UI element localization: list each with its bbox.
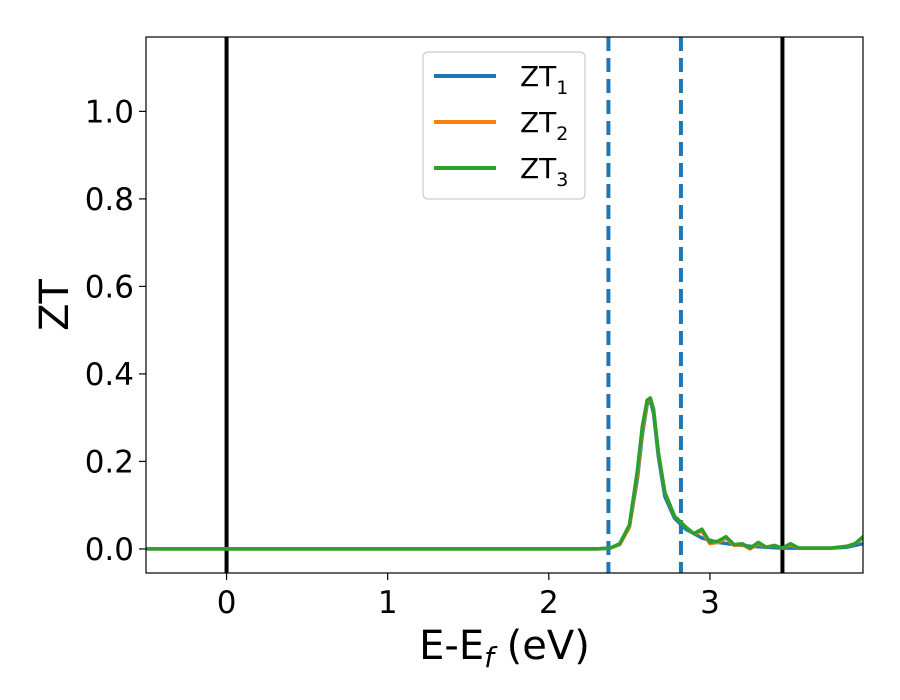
- y-tick-label: 1.0: [85, 94, 134, 130]
- y-tick-label: 0.0: [85, 532, 134, 568]
- legend-label-1: ZT1: [520, 60, 568, 99]
- x-tick-label: 3: [700, 585, 720, 621]
- legend: ZT1 ZT2 ZT3: [422, 51, 586, 200]
- y-tick-label: 0.4: [85, 357, 134, 393]
- plot-area: [146, 37, 863, 573]
- y-tick-label: 0.2: [85, 444, 134, 480]
- legend-label-3: ZT3: [520, 152, 568, 191]
- legend-label-2: ZT2: [520, 106, 568, 145]
- series-line-1: [146, 398, 863, 551]
- y-axis-label: ZT: [32, 279, 78, 331]
- plot-frame: [145, 36, 864, 574]
- x-tick-label: 0: [217, 585, 237, 621]
- x-tick-label: 1: [378, 585, 398, 621]
- axes: 0 1 2 3 0.0 0.2 0.4 0.6 0.8 1.0 E-Ef (eV) ZT: [32, 36, 864, 674]
- x-tick-label: 2: [539, 585, 559, 621]
- y-tick-label: 0.8: [85, 182, 134, 218]
- x-axis-label: E-Ef (eV): [419, 623, 590, 674]
- y-tick-label: 0.6: [85, 269, 134, 305]
- series-line-2: [146, 396, 863, 551]
- legend-box: [422, 51, 586, 200]
- series-line-3: [146, 396, 863, 551]
